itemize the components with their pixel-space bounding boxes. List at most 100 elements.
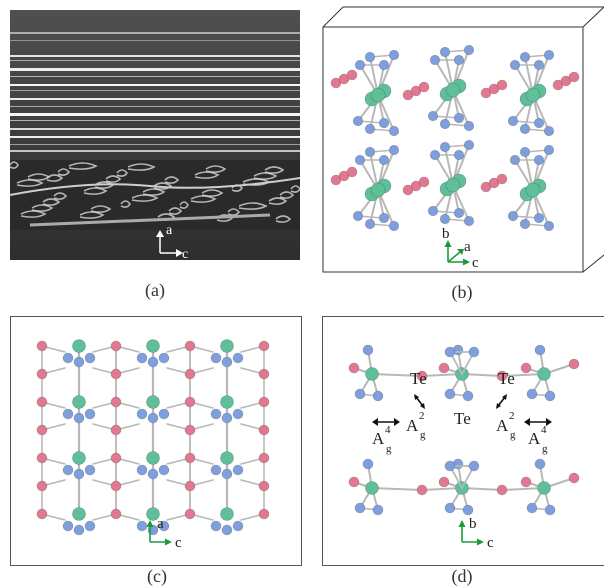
metal-atom — [366, 368, 379, 381]
te-atom-blue — [365, 219, 375, 229]
stripe — [10, 106, 300, 107]
te-atom-blue — [74, 413, 84, 423]
te-atom-blue — [379, 213, 389, 223]
te-atom-blue — [544, 145, 554, 155]
stripe — [10, 68, 300, 71]
te-atom-blue — [510, 155, 520, 165]
te-atom-blue — [365, 124, 375, 134]
metal-atom — [73, 452, 86, 465]
metal-atom — [446, 178, 460, 192]
te-atom-blue — [545, 505, 555, 515]
te-atom-blue — [508, 116, 518, 126]
te-atom-blue — [379, 118, 389, 128]
te-atom-blue — [233, 521, 243, 531]
te-atom-blue — [137, 353, 147, 363]
te-label-3: Te — [498, 369, 515, 388]
stripe — [10, 136, 300, 138]
te-atom-blue — [463, 505, 473, 515]
te-atom-pink — [497, 80, 507, 90]
metal-atom — [221, 340, 234, 353]
te-atom-blue — [430, 150, 440, 160]
te-atom-pink — [569, 359, 579, 369]
te-atom-blue — [544, 50, 554, 60]
te-atom-blue — [63, 409, 73, 419]
metal-atom — [147, 452, 160, 465]
axis-b-a-c: b a c — [442, 226, 479, 271]
te-atom-blue — [233, 409, 243, 419]
te-atom-pink — [185, 397, 195, 407]
te-atom-pink — [37, 369, 47, 379]
bond — [372, 488, 422, 490]
te-atom-blue — [544, 126, 554, 136]
te-atom-pink — [111, 481, 121, 491]
stripe — [10, 40, 300, 41]
te-atom-pink — [349, 477, 359, 487]
te-atom-blue — [520, 147, 530, 157]
axis-a-label: a — [464, 239, 471, 255]
te-atom-pink — [259, 453, 269, 463]
te-atom-pink — [185, 453, 195, 463]
te-atom-pink — [347, 167, 357, 177]
te-atom-blue — [74, 357, 84, 367]
axis-b-label: b — [469, 516, 477, 532]
te-atom-blue — [148, 357, 158, 367]
mode-a2g-right: A 2 g — [496, 394, 516, 441]
te-atom-pink — [419, 177, 429, 187]
te-atom-pink — [419, 82, 429, 92]
te-atom-blue — [508, 211, 518, 221]
te-atom-blue — [222, 525, 232, 535]
svg-text:g: g — [542, 443, 548, 455]
te-atom-blue — [211, 465, 221, 475]
svg-text:4: 4 — [385, 424, 391, 436]
te-atom-blue — [63, 521, 73, 531]
te-atom-blue — [137, 409, 147, 419]
te-atom-blue — [428, 206, 438, 216]
svg-text:A: A — [372, 429, 385, 448]
te-atom-pink — [37, 481, 47, 491]
te-atom-blue — [389, 126, 399, 136]
te-atom-blue — [520, 52, 530, 62]
te-atom-blue — [534, 213, 544, 223]
te-atom-pink — [185, 425, 195, 435]
panel-b-diagram: b a c — [318, 5, 604, 277]
te-atom-pink — [37, 425, 47, 435]
metal-atom — [73, 508, 86, 521]
metal-atom — [221, 508, 234, 521]
stripe — [10, 150, 300, 152]
te-atom-blue — [63, 353, 73, 363]
te-atom-blue — [355, 503, 365, 513]
svg-text:2: 2 — [509, 410, 515, 422]
axis-c-label: c — [175, 535, 182, 551]
stripe — [10, 128, 300, 130]
te-atom-blue — [379, 60, 389, 70]
te-atom-blue — [454, 55, 464, 65]
te-atom-blue — [159, 465, 169, 475]
mode-a4g-left: A 4 g — [372, 418, 400, 455]
mode-a4g-right: A 4 g — [524, 418, 552, 455]
caption-c: (c) — [137, 566, 177, 587]
metal-atom — [73, 396, 86, 409]
crystal-structure-b — [331, 45, 579, 231]
te-atom-pink — [185, 481, 195, 491]
te-atom-pink — [439, 477, 449, 487]
te-atom-blue — [159, 409, 169, 419]
panel-b: b a c — [318, 5, 604, 277]
te-atom-blue — [211, 521, 221, 531]
te-atom-blue — [233, 465, 243, 475]
stripe — [10, 60, 300, 61]
te-atom-pink — [497, 485, 507, 495]
svg-text:2: 2 — [419, 410, 425, 422]
te-atom-blue — [440, 119, 450, 129]
caption-b: (b) — [442, 282, 482, 303]
te-atom-blue — [454, 150, 464, 160]
te-atom-pink — [37, 397, 47, 407]
te-atom-blue — [430, 55, 440, 65]
svg-text:A: A — [496, 416, 509, 435]
te-atom-blue — [389, 50, 399, 60]
mode-a2g-left: A 2 g — [406, 394, 426, 441]
te-atom-blue — [445, 461, 455, 471]
te-atom-pink — [347, 70, 357, 80]
te-atom-blue — [222, 413, 232, 423]
te-atom-blue — [534, 155, 544, 165]
stripe — [10, 120, 300, 121]
